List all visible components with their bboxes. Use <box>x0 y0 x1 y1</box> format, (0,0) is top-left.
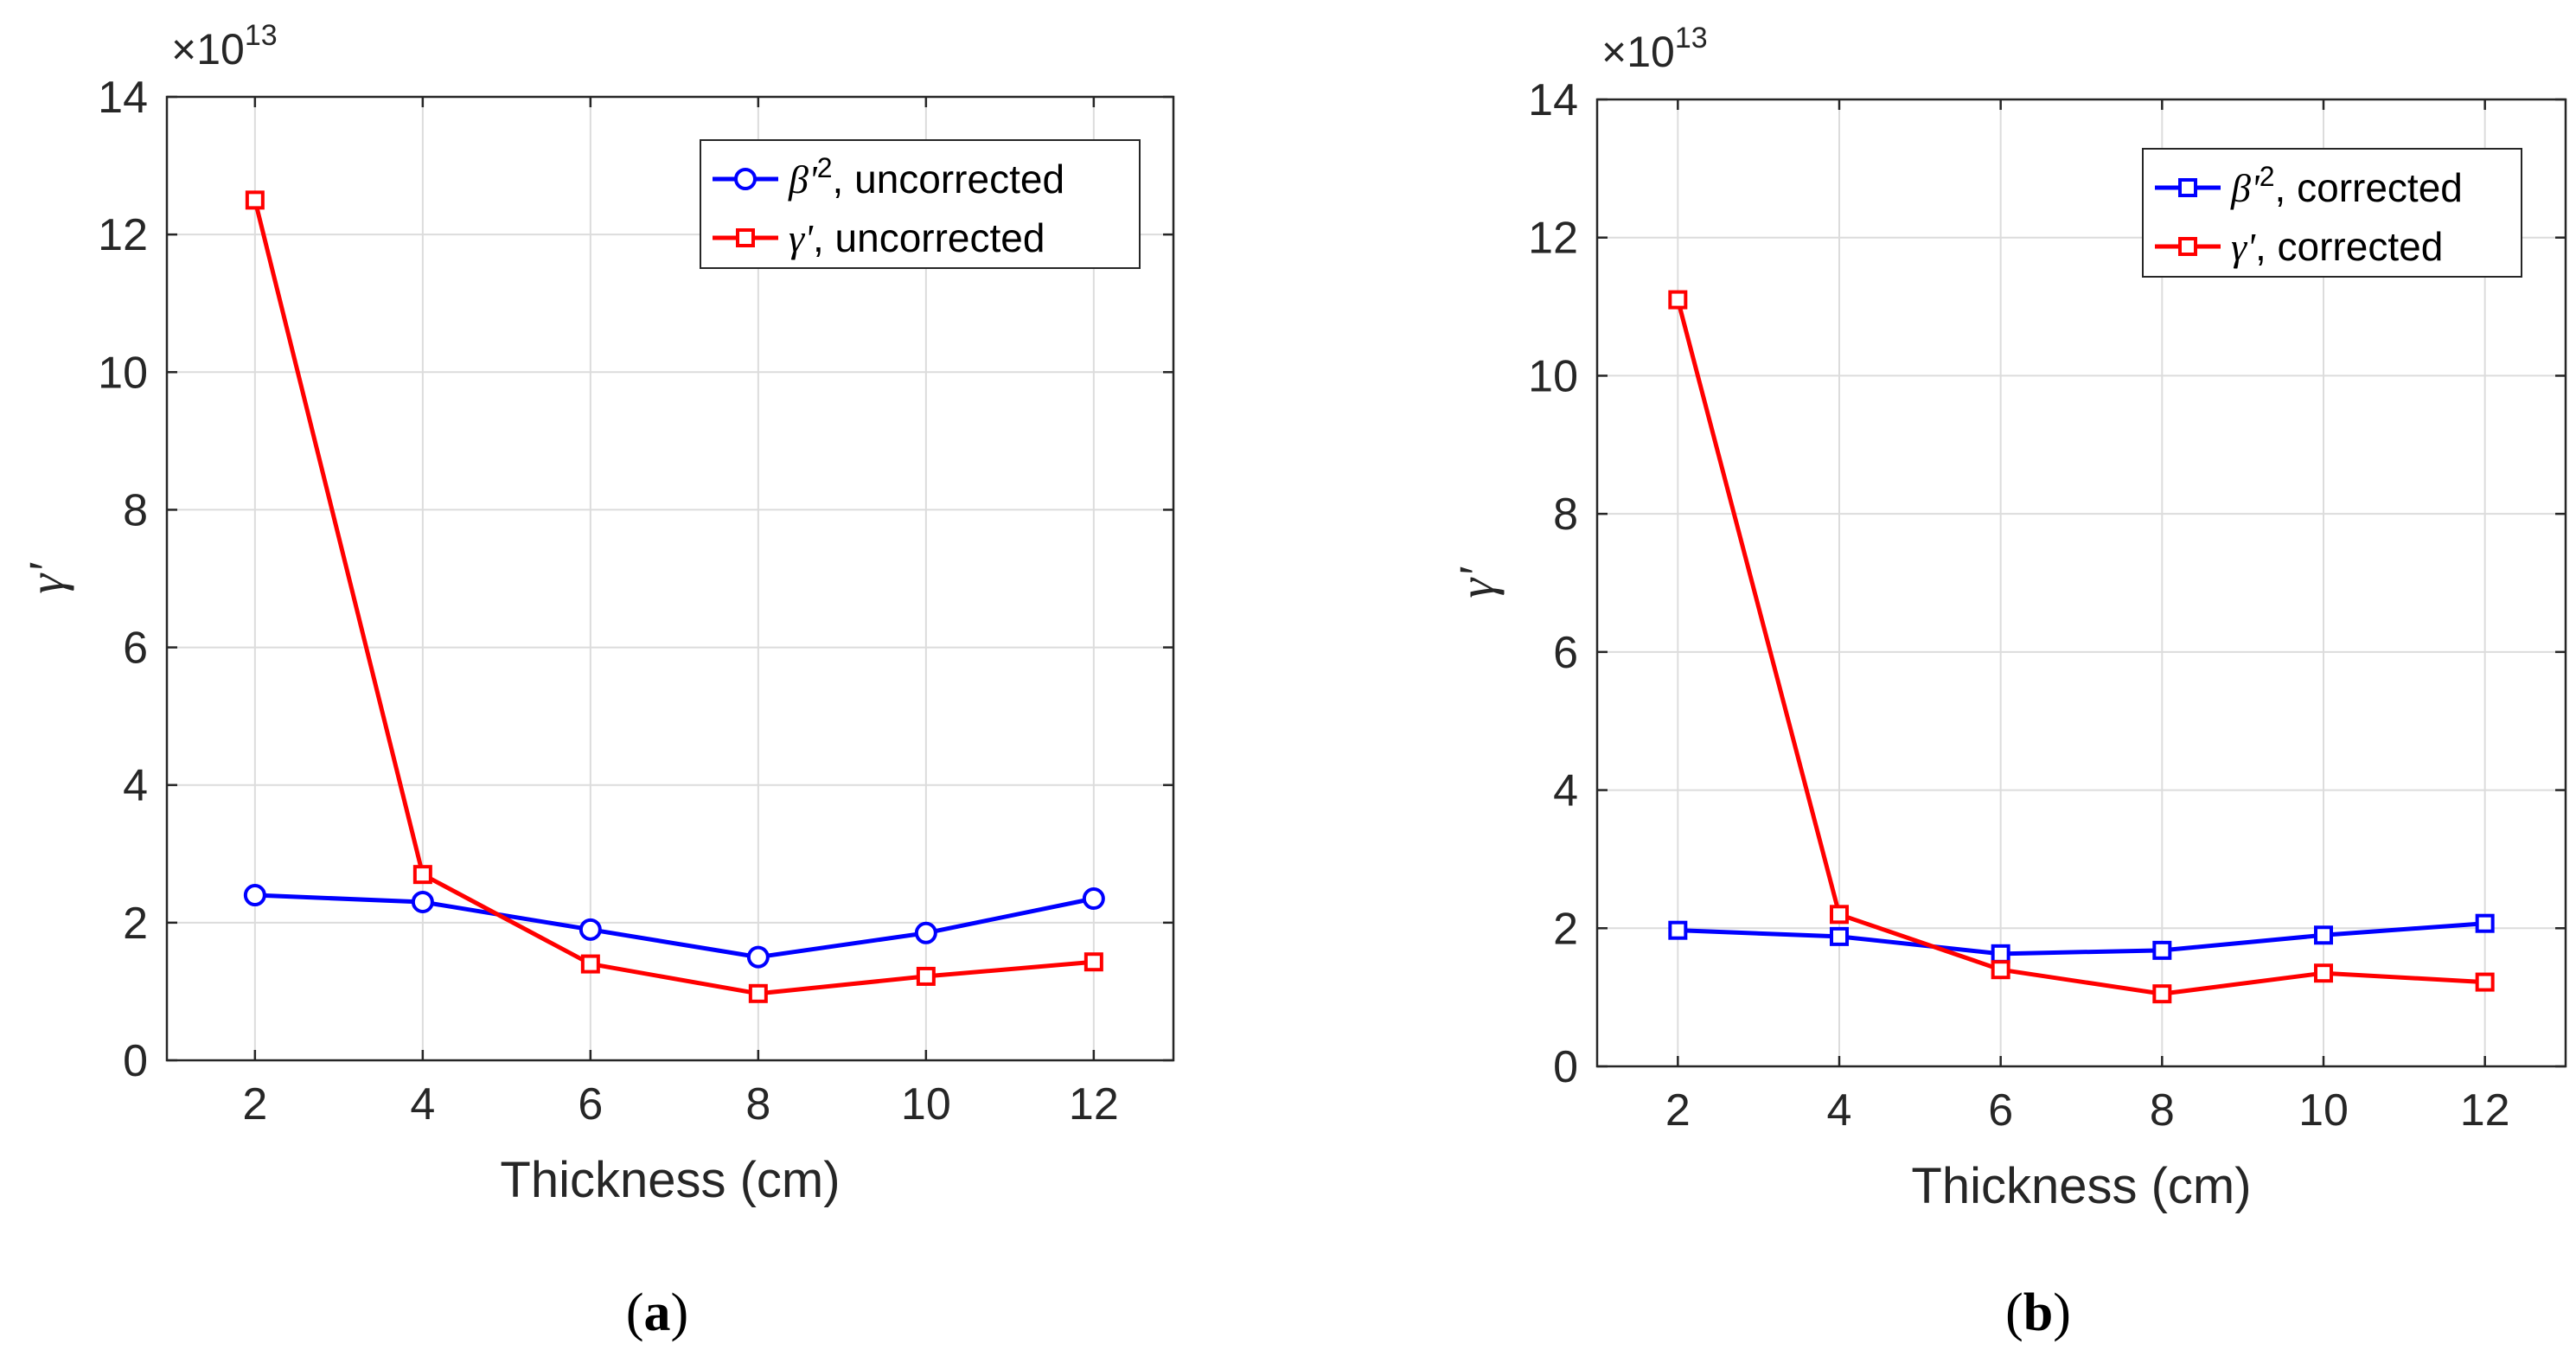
legend-suffix: , uncorrected <box>833 157 1064 202</box>
data-point-square <box>580 954 600 974</box>
y-tick-label: 12 <box>98 210 148 260</box>
data-point-square <box>1991 944 2010 963</box>
legend-entry-1: β'2, uncorrected <box>788 152 1064 202</box>
series-line-2 <box>1675 298 2485 996</box>
y-exponent-power: 13 <box>1675 22 1708 54</box>
data-point-square <box>2152 940 2172 960</box>
legend-entry-2: γ', uncorrected <box>789 215 1045 260</box>
x-tick-label: 10 <box>2298 1085 2349 1136</box>
series-line-1 <box>254 893 1095 960</box>
data-point-circle <box>746 945 770 969</box>
data-point-square <box>2314 925 2333 945</box>
x-axis-label: Thickness (cm) <box>500 1152 840 1208</box>
data-point-circle <box>914 921 937 944</box>
legend-box <box>2142 148 2522 278</box>
x-tick-label: 4 <box>1827 1085 1852 1136</box>
y-tick-label: 12 <box>1528 214 1578 264</box>
legend-box <box>700 139 1141 269</box>
x-tick-label: 2 <box>242 1079 267 1129</box>
legend-symbol: γ' <box>789 216 814 260</box>
y-exponent-base: ×10 <box>1601 28 1675 76</box>
x-tick-label: 8 <box>2150 1085 2175 1136</box>
legend-marker-square <box>2178 237 2197 256</box>
legend-symbol: β' <box>2230 166 2260 210</box>
data-point-square <box>1830 905 1849 925</box>
y-tick-label: 6 <box>123 624 148 674</box>
x-tick-label: 8 <box>745 1079 770 1129</box>
data-point-square <box>2475 913 2495 933</box>
x-tick-label: 4 <box>410 1079 435 1129</box>
legend-entry-1: β'2, corrected <box>2230 161 2463 210</box>
y-axis-label: γ' <box>18 562 74 594</box>
series-line-1 <box>1678 921 2485 957</box>
y-tick-label: 4 <box>1553 766 1578 816</box>
y-exponent-power: 13 <box>245 19 278 52</box>
y-tick-label: 10 <box>98 348 148 398</box>
y-tick-label: 0 <box>123 1036 148 1086</box>
x-tick-label: 10 <box>901 1079 951 1129</box>
y-exponent-base: ×10 <box>171 25 245 74</box>
y-tick-label: 2 <box>123 899 148 949</box>
y-tick-label: 6 <box>1553 628 1578 678</box>
chart-panel-b: 0 2 4 6 8 10 12 14 2 4 6 8 10 12 ×1013 Thickness (cm) γ'… <box>1448 22 2567 1214</box>
legend-suffix: , uncorrected <box>813 215 1045 260</box>
y-tick-label: 0 <box>1553 1042 1578 1092</box>
legend-marker-square <box>2178 178 2197 197</box>
legend-suffix: , corrected <box>2275 165 2463 210</box>
y-tick-label: 14 <box>98 73 148 123</box>
x-tick-label: 2 <box>1665 1085 1691 1136</box>
legend-symbol: γ' <box>2231 225 2256 269</box>
chart-panel-a: 0 2 4 6 8 10 12 14 2 4 6 8 10 12 ×1013 Thickness (cm) γ'… <box>18 19 1175 1208</box>
data-point-square <box>245 190 265 210</box>
data-point-square <box>1991 960 2010 980</box>
data-point-square <box>2152 984 2172 1004</box>
x-tick-label: 12 <box>1069 1079 1119 1129</box>
data-point-square <box>748 983 768 1003</box>
y-axis-label: γ' <box>1448 566 1505 598</box>
data-point-circle <box>578 918 602 941</box>
y-tick-label: 8 <box>123 485 148 535</box>
x-tick-label: 6 <box>578 1079 603 1129</box>
y-tick-label: 4 <box>123 761 148 811</box>
data-point-square <box>1830 926 1849 946</box>
caption-a: (a) <box>626 1283 688 1342</box>
data-point-circle <box>243 884 266 907</box>
data-point-square <box>2314 963 2333 983</box>
x-axis-label: Thickness (cm) <box>1911 1158 2251 1214</box>
legend-entry-2: γ', corrected <box>2231 224 2443 269</box>
data-point-square <box>1668 290 1688 310</box>
y-exponent-label: ×1013 <box>171 19 278 74</box>
x-tick-label: 6 <box>1988 1085 2013 1136</box>
y-exponent-label: ×1013 <box>1601 22 1708 76</box>
y-tick-label: 2 <box>1553 904 1578 954</box>
y-tick-label: 14 <box>1528 75 1578 125</box>
data-point-square <box>412 865 432 885</box>
y-tick-label: 8 <box>1553 490 1578 540</box>
data-point-circle <box>1082 887 1105 911</box>
data-point-square <box>2475 972 2495 992</box>
plot-area-frame <box>1595 98 2567 1068</box>
legend-marker-square <box>736 228 755 247</box>
data-point-square <box>1083 952 1103 972</box>
x-tick-label: 12 <box>2460 1085 2510 1136</box>
legend-superscript: 2 <box>817 152 833 183</box>
data-point-circle <box>411 890 434 913</box>
series-line-2 <box>252 199 1095 996</box>
legend-symbol: β' <box>788 157 818 202</box>
plot-area-frame <box>165 95 1175 1062</box>
y-tick-label: 10 <box>1528 351 1578 401</box>
data-point-square <box>916 966 936 986</box>
caption-b: (b) <box>2005 1283 2071 1342</box>
data-point-square <box>1668 920 1688 940</box>
legend-marker-circle <box>734 168 757 190</box>
legend-superscript: 2 <box>2260 161 2275 192</box>
legend-suffix: , corrected <box>2255 224 2443 269</box>
